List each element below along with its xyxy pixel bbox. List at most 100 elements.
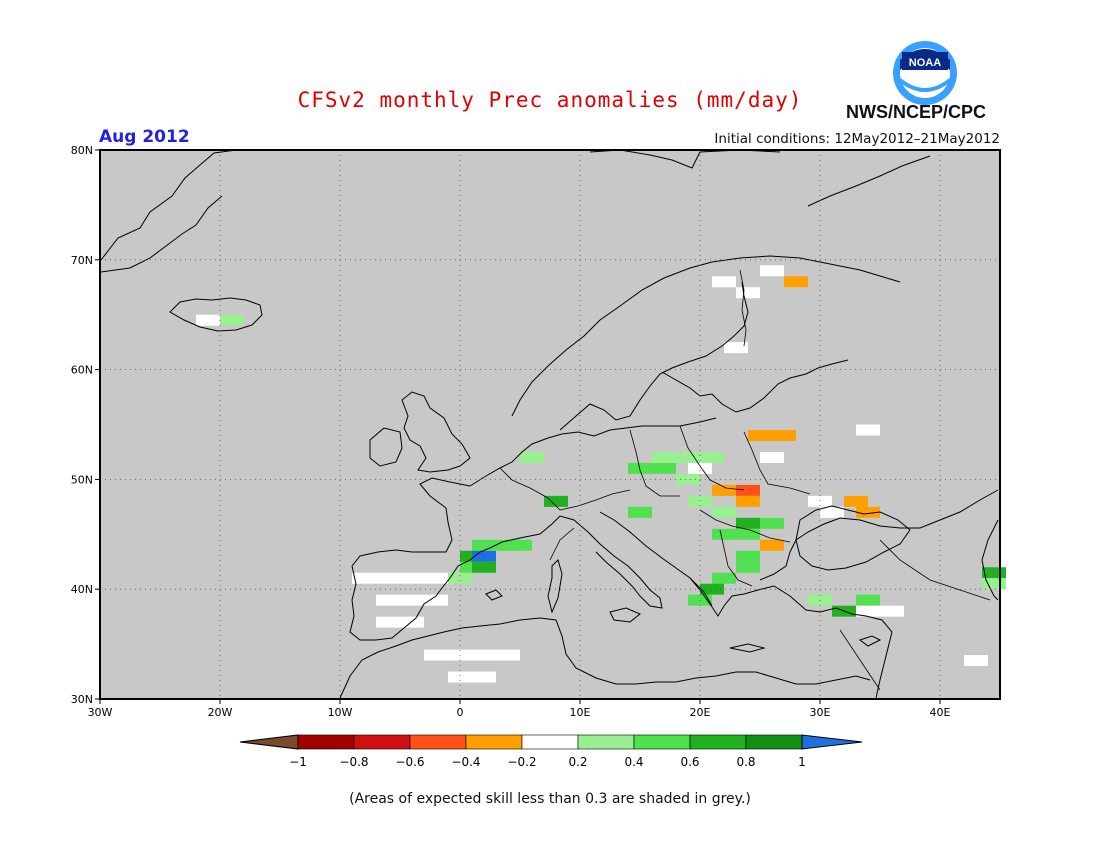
lat-label: 30N <box>71 693 93 706</box>
lon-label: 30E <box>810 706 831 719</box>
coastline-north-africa <box>339 617 871 699</box>
coastline-black-sea <box>795 505 911 571</box>
coastline-cyprus <box>858 635 882 647</box>
lon-label: 20E <box>690 706 711 719</box>
anomaly-cell <box>748 429 772 441</box>
anomaly-cell <box>652 462 676 474</box>
anomaly-cell <box>772 429 796 441</box>
lon-label: 20W <box>208 706 233 719</box>
anomaly-cell <box>352 572 376 584</box>
initial-conditions-label: Initial conditions: 12May2012–21May2012 <box>714 131 1000 147</box>
legend-swatch <box>577 734 635 750</box>
anomaly-cell <box>376 572 400 584</box>
skill-note: (Areas of expected skill less than 0.3 a… <box>349 791 751 807</box>
lat-label: 40N <box>71 583 93 596</box>
anomaly-cell <box>712 506 736 518</box>
anomaly-cell <box>400 594 424 606</box>
lon-label: 0 <box>457 706 464 719</box>
coastline-ireland <box>369 427 403 467</box>
coastline-great-britain <box>401 391 471 473</box>
anomaly-cell <box>376 616 400 628</box>
legend-tick-label: −0.6 <box>395 755 424 769</box>
legend-tick-label: −0.2 <box>507 755 536 769</box>
anomaly-cell <box>820 506 844 518</box>
anomaly-cell <box>712 528 736 540</box>
lat-label: 50N <box>71 473 93 486</box>
anomaly-cell <box>712 276 736 288</box>
border-lines <box>499 269 991 691</box>
anomaly-cell <box>760 539 784 551</box>
logo-wave <box>898 78 952 92</box>
anomaly-cell <box>220 314 244 326</box>
anomaly-cell <box>472 539 496 551</box>
anomaly-cell <box>472 649 496 661</box>
anomaly-cell <box>676 451 700 463</box>
lon-label: 40E <box>930 706 951 719</box>
anomaly-cell <box>736 517 760 529</box>
coastline-continent-north <box>469 417 717 487</box>
anomaly-cell <box>472 561 496 573</box>
anomaly-cell <box>688 495 712 507</box>
anomaly-cell <box>982 578 1006 590</box>
anomaly-cell <box>688 462 712 474</box>
legend-tick-label: 1 <box>798 755 806 769</box>
coastline-greenland <box>100 149 237 273</box>
anomaly-cell <box>700 451 724 463</box>
legend-swatch <box>297 734 355 750</box>
anomaly-cell <box>724 342 748 354</box>
legend-swatch <box>689 734 747 750</box>
anomaly-cell <box>784 276 808 288</box>
noaa-logo: NOAA <box>893 41 957 105</box>
anomaly-cell <box>736 561 760 573</box>
coastline-crete <box>729 643 766 653</box>
anomaly-cell <box>628 506 652 518</box>
lat-label: 80N <box>71 144 93 157</box>
anomaly-cell <box>856 594 880 606</box>
anomaly-cell <box>472 550 496 562</box>
anomaly-cell <box>856 506 880 518</box>
anomaly-cell <box>712 572 736 584</box>
legend-tick-label: −0.8 <box>339 755 368 769</box>
coastline-sicily <box>609 607 641 623</box>
legend-swatch <box>409 734 467 750</box>
legend-swatch <box>465 734 523 750</box>
logo-text: NOAA <box>909 57 941 69</box>
anomaly-cell <box>652 451 676 463</box>
legend-tick-label: −0.4 <box>451 755 480 769</box>
legend-above-arrow <box>801 734 863 750</box>
anomaly-cell <box>736 495 760 507</box>
logo-top-band <box>902 52 948 70</box>
coastline-balearics <box>485 589 503 601</box>
anomaly-cell <box>400 572 424 584</box>
legend-tick-label: −1 <box>289 755 307 769</box>
anomaly-cell <box>448 572 472 584</box>
color-legend: −1 −0.8 −0.6 −0.4 −0.2 0.2 0.4 0.6 0.8 1 <box>239 734 863 769</box>
anomaly-cell <box>196 314 220 326</box>
coastline-corsica-sardinia <box>547 559 563 614</box>
anomaly-cell <box>508 539 532 551</box>
anomaly-cell <box>856 424 880 436</box>
anomaly-cell <box>676 473 700 485</box>
coastline-iceland <box>169 297 263 332</box>
anomaly-cell <box>448 671 472 683</box>
anomaly-cell <box>520 451 544 463</box>
anomaly-cell <box>424 649 448 661</box>
anomaly-cell <box>880 605 904 617</box>
graticule-layer <box>100 150 1000 699</box>
legend-tick-label: 0.2 <box>568 755 587 769</box>
anomaly-cell <box>736 287 760 299</box>
legend-tick-label: 0.4 <box>624 755 643 769</box>
coastline-baltic <box>661 359 849 413</box>
anomaly-cell <box>808 495 832 507</box>
forecast-month-label: Aug 2012 <box>99 127 190 147</box>
anomaly-cell <box>424 594 448 606</box>
anomaly-cell <box>760 517 784 529</box>
agency-label: NWS/NCEP/CPC <box>846 102 987 122</box>
legend-swatch <box>521 734 579 750</box>
anomaly-cell <box>544 495 568 507</box>
lat-label: 60N <box>71 364 93 377</box>
lon-label: 10W <box>328 706 353 719</box>
coastline-caspian <box>981 519 999 601</box>
anomaly-cell <box>760 451 784 463</box>
